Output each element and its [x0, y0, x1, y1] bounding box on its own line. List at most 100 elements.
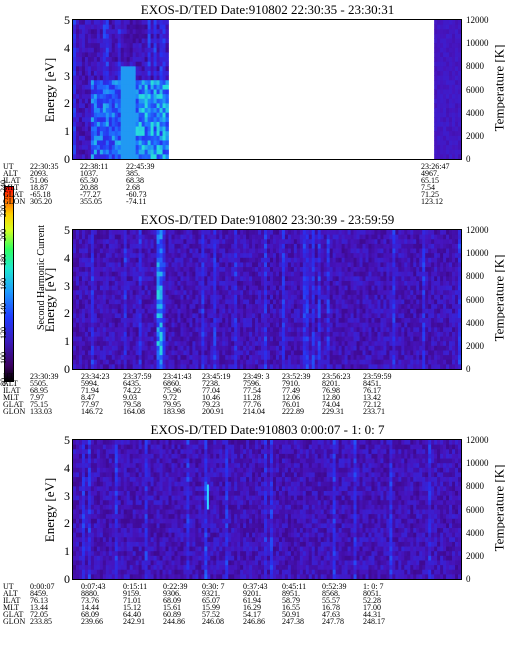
heatmap-cell — [329, 313, 334, 319]
heatmap-cell — [458, 80, 461, 86]
heatmap-cell — [231, 308, 235, 314]
heatmap-cell — [261, 322, 265, 328]
heatmap-cell — [162, 253, 166, 259]
heatmap-cell — [275, 243, 280, 249]
heatmap-cell — [341, 318, 345, 324]
heatmap-cell — [153, 280, 157, 286]
heatmap-cell — [332, 262, 337, 268]
heatmap-cell — [102, 117, 107, 123]
heatmap-cell — [437, 230, 441, 236]
heatmap-cell — [269, 350, 274, 356]
heatmap-cell — [96, 135, 101, 141]
heatmap-cell — [96, 318, 101, 324]
heatmap-cell — [177, 267, 181, 273]
heatmap-cell — [78, 318, 83, 324]
heatmap-cell — [177, 364, 181, 369]
heatmap-cell — [347, 327, 351, 333]
heatmap-cell — [147, 257, 151, 263]
heatmap-cell — [395, 359, 399, 365]
heatmap-cell — [281, 304, 286, 310]
heatmap-cell — [275, 308, 280, 314]
heatmap-cell — [261, 318, 265, 324]
heatmap-cell — [228, 327, 232, 333]
heatmap-cell — [144, 94, 149, 100]
heatmap-cell — [135, 57, 140, 63]
heatmap-cell — [258, 322, 262, 328]
heatmap-cell — [87, 350, 92, 356]
heatmap-cell — [305, 267, 310, 273]
heatmap-cell — [267, 234, 271, 240]
heatmap-cell — [368, 318, 372, 324]
heatmap-cell — [455, 61, 459, 67]
heatmap-cell — [278, 313, 283, 319]
heatmap-cell — [311, 271, 316, 277]
heatmap-cell — [344, 299, 348, 305]
heatmap-cell — [141, 299, 146, 305]
heatmap-cell — [237, 290, 241, 296]
heatmap-cell — [201, 331, 205, 337]
heatmap-cell — [347, 308, 351, 314]
heatmap-cell — [267, 341, 271, 347]
heatmap-cell — [258, 308, 262, 314]
heatmap-cell — [275, 345, 280, 351]
heatmap-cell — [165, 290, 169, 296]
heatmap-cell — [440, 61, 444, 67]
heatmap-cell — [96, 294, 101, 300]
heatmap-cell — [126, 327, 131, 333]
heatmap-cell — [219, 359, 223, 365]
heatmap-cell — [111, 294, 116, 300]
heatmap-cell — [389, 327, 393, 333]
heatmap-cell — [126, 103, 131, 109]
heatmap-cell — [437, 243, 441, 249]
heatmap-cell — [425, 243, 429, 249]
heatmap-cell — [287, 280, 292, 286]
heatmap-cell — [437, 112, 441, 118]
heatmap-cell — [114, 94, 119, 100]
heatmap-cell — [422, 331, 426, 337]
heatmap-cell — [296, 355, 301, 361]
heatmap-cell — [323, 267, 328, 273]
heatmap-cell — [440, 84, 444, 90]
heatmap-cell — [108, 355, 113, 361]
heatmap-cell — [168, 243, 172, 249]
heatmap-cell — [443, 140, 447, 146]
heatmap-cell — [105, 43, 110, 49]
heatmap-cell — [413, 304, 417, 310]
heatmap-cell — [383, 345, 387, 351]
heatmap-cell — [425, 341, 429, 347]
heatmap-cell — [293, 248, 298, 254]
heatmap-cell — [162, 230, 166, 236]
heatmap-cell — [123, 234, 128, 240]
orbit-row-label: MLT — [3, 183, 20, 192]
heatmap-cell — [374, 253, 378, 259]
heatmap-cell — [383, 262, 387, 268]
heatmap-cell — [99, 117, 104, 123]
heatmap-cell — [96, 299, 101, 305]
heatmap-cell — [192, 327, 196, 333]
heatmap-cell — [386, 248, 390, 254]
heatmap-cell — [428, 345, 432, 351]
heatmap-cell — [156, 313, 160, 319]
heatmap-cell — [150, 276, 154, 282]
heatmap-cell — [75, 267, 80, 273]
heatmap-cell — [365, 304, 369, 310]
heatmap-cell — [96, 341, 101, 347]
heatmap-cell — [153, 61, 157, 67]
heatmap-cell — [96, 57, 101, 63]
heatmap-cell — [135, 313, 140, 319]
heatmap-cell — [234, 294, 238, 300]
heatmap-cell — [246, 271, 250, 277]
heatmap-cell — [153, 126, 157, 132]
heatmap-cell — [93, 38, 98, 44]
heatmap-cell — [174, 285, 178, 291]
heatmap-cell — [147, 308, 151, 314]
heatmap-cell — [138, 47, 143, 53]
heatmap-cell — [347, 341, 351, 347]
heatmap-cell — [222, 230, 226, 236]
heatmap-cell — [243, 327, 247, 333]
heatmap-cell — [302, 276, 307, 282]
heatmap-cell — [299, 257, 304, 263]
heatmap-cell — [159, 20, 163, 26]
heatmap-cell — [99, 89, 104, 95]
heatmap-cell — [440, 253, 444, 259]
